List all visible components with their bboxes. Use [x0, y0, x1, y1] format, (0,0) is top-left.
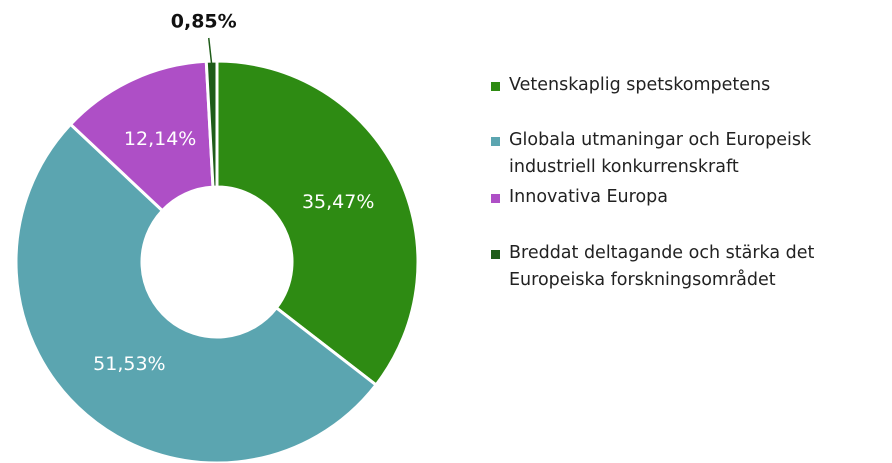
legend-swatch	[491, 137, 500, 146]
donut-slice	[204, 59, 219, 189]
data-label: 35,47%	[302, 191, 374, 213]
data-label: 12,14%	[124, 128, 196, 150]
legend-label: Globala utmaningar och Europeisk industr…	[509, 130, 812, 177]
leader-line	[207, 37, 213, 66]
donut-slice	[215, 59, 420, 388]
legend-label: Breddat deltagande och stärka det Europe…	[509, 243, 815, 290]
data-label: 51,53%	[93, 353, 165, 375]
data-label: 0,85%	[171, 11, 237, 33]
donut-slice	[68, 59, 215, 213]
legend-item: Breddat deltagande och stärka det Europe…	[487, 240, 887, 294]
legend-item: Globala utmaningar och Europeisk industr…	[487, 127, 822, 181]
legend-swatch	[491, 82, 500, 91]
legend-label: Innovativa Europa	[509, 187, 668, 207]
legend-item: Innovativa Europa	[487, 184, 887, 211]
legend-swatch	[491, 250, 500, 259]
legend-label: Vetenskaplig spetskompetens	[509, 75, 771, 95]
legend-swatch	[491, 194, 500, 203]
legend-item: Vetenskaplig spetskompetens	[487, 72, 887, 99]
